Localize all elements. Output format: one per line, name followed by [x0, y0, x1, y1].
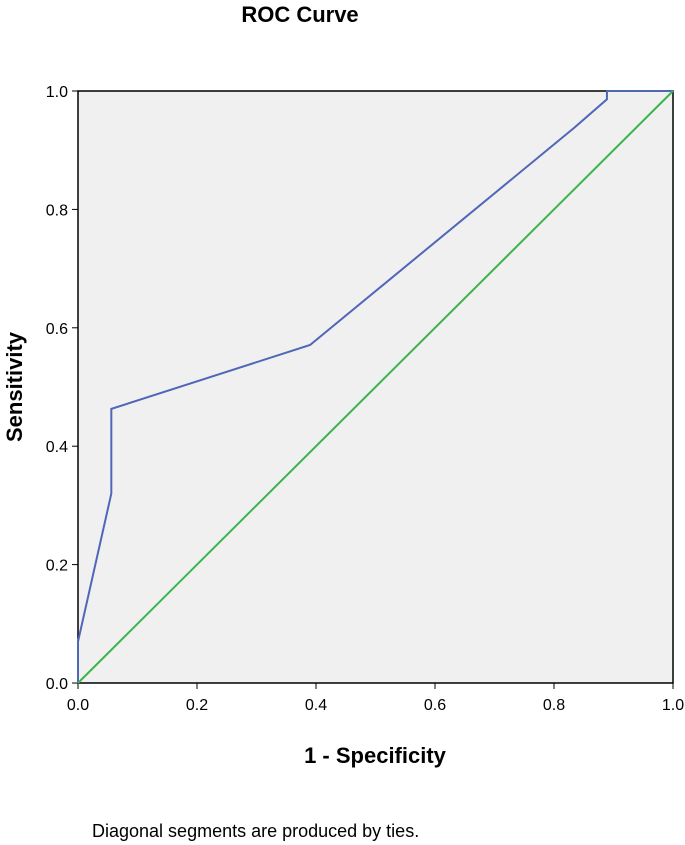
x-tick-label: 1.0: [662, 697, 684, 714]
chart-title: ROC Curve: [241, 2, 358, 27]
y-tick-label: 0.6: [46, 321, 68, 338]
y-tick-label: 1.0: [46, 84, 68, 101]
x-tick-label: 0.0: [67, 697, 89, 714]
series-line-roc: [77, 90, 673, 683]
y-tick-label: 0.2: [46, 558, 68, 575]
y-tick-label: 0.0: [46, 676, 68, 693]
x-tick-label: 0.4: [305, 697, 327, 714]
x-tick-label: 0.8: [543, 697, 565, 714]
x-tick-label: 0.6: [424, 697, 446, 714]
y-tick-label: 0.8: [46, 202, 68, 219]
x-axis-label: 1 - Specificity: [304, 743, 447, 768]
footnote: Diagonal segments are produced by ties.: [92, 821, 419, 841]
series-line-reference-line: [77, 90, 674, 684]
y-axis-label: Sensitivity: [2, 331, 27, 442]
y-tick-label: 0.4: [46, 439, 68, 456]
x-tick-label: 0.2: [186, 697, 208, 714]
